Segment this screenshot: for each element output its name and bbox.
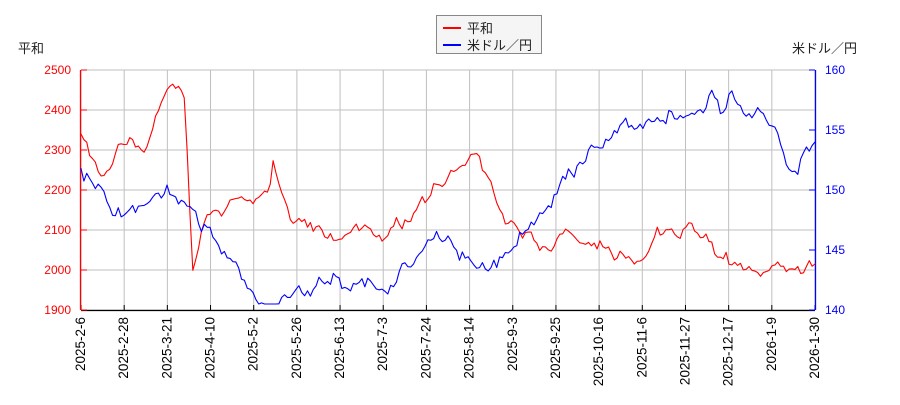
svg-text:2025-8-14: 2025-8-14 bbox=[462, 317, 477, 379]
svg-text:2025-11-6: 2025-11-6 bbox=[634, 317, 649, 378]
svg-text:2200: 2200 bbox=[44, 183, 71, 197]
svg-text:2026-1-30: 2026-1-30 bbox=[807, 317, 822, 379]
svg-text:1900: 1900 bbox=[44, 303, 71, 317]
svg-text:2025-10-16: 2025-10-16 bbox=[591, 317, 606, 386]
svg-text:2300: 2300 bbox=[44, 143, 71, 157]
svg-text:2025-2-28: 2025-2-28 bbox=[116, 317, 131, 379]
svg-text:2025-2-6: 2025-2-6 bbox=[73, 317, 88, 371]
svg-text:2025-5-26: 2025-5-26 bbox=[289, 317, 304, 379]
svg-text:160: 160 bbox=[825, 63, 845, 77]
svg-text:2025-11-27: 2025-11-27 bbox=[677, 317, 692, 385]
svg-text:2000: 2000 bbox=[44, 263, 71, 277]
svg-text:140: 140 bbox=[825, 303, 845, 317]
svg-text:2025-9-3: 2025-9-3 bbox=[505, 317, 520, 371]
svg-text:2025-7-24: 2025-7-24 bbox=[418, 317, 433, 379]
svg-text:2025-4-10: 2025-4-10 bbox=[203, 317, 218, 379]
svg-text:2025-6-13: 2025-6-13 bbox=[332, 317, 347, 379]
svg-text:2025-9-25: 2025-9-25 bbox=[548, 317, 563, 379]
svg-text:150: 150 bbox=[825, 183, 845, 197]
svg-text:2025-12-17: 2025-12-17 bbox=[721, 317, 736, 386]
svg-text:2025-3-21: 2025-3-21 bbox=[159, 317, 174, 379]
svg-text:2026-1-9: 2026-1-9 bbox=[764, 317, 779, 371]
svg-text:2025-7-3: 2025-7-3 bbox=[375, 317, 390, 371]
svg-text:145: 145 bbox=[825, 243, 845, 257]
svg-text:2400: 2400 bbox=[44, 103, 71, 117]
svg-text:2025-5-2: 2025-5-2 bbox=[246, 317, 261, 371]
svg-text:2500: 2500 bbox=[44, 63, 71, 77]
svg-text:2100: 2100 bbox=[44, 223, 71, 237]
svg-text:155: 155 bbox=[825, 123, 845, 137]
